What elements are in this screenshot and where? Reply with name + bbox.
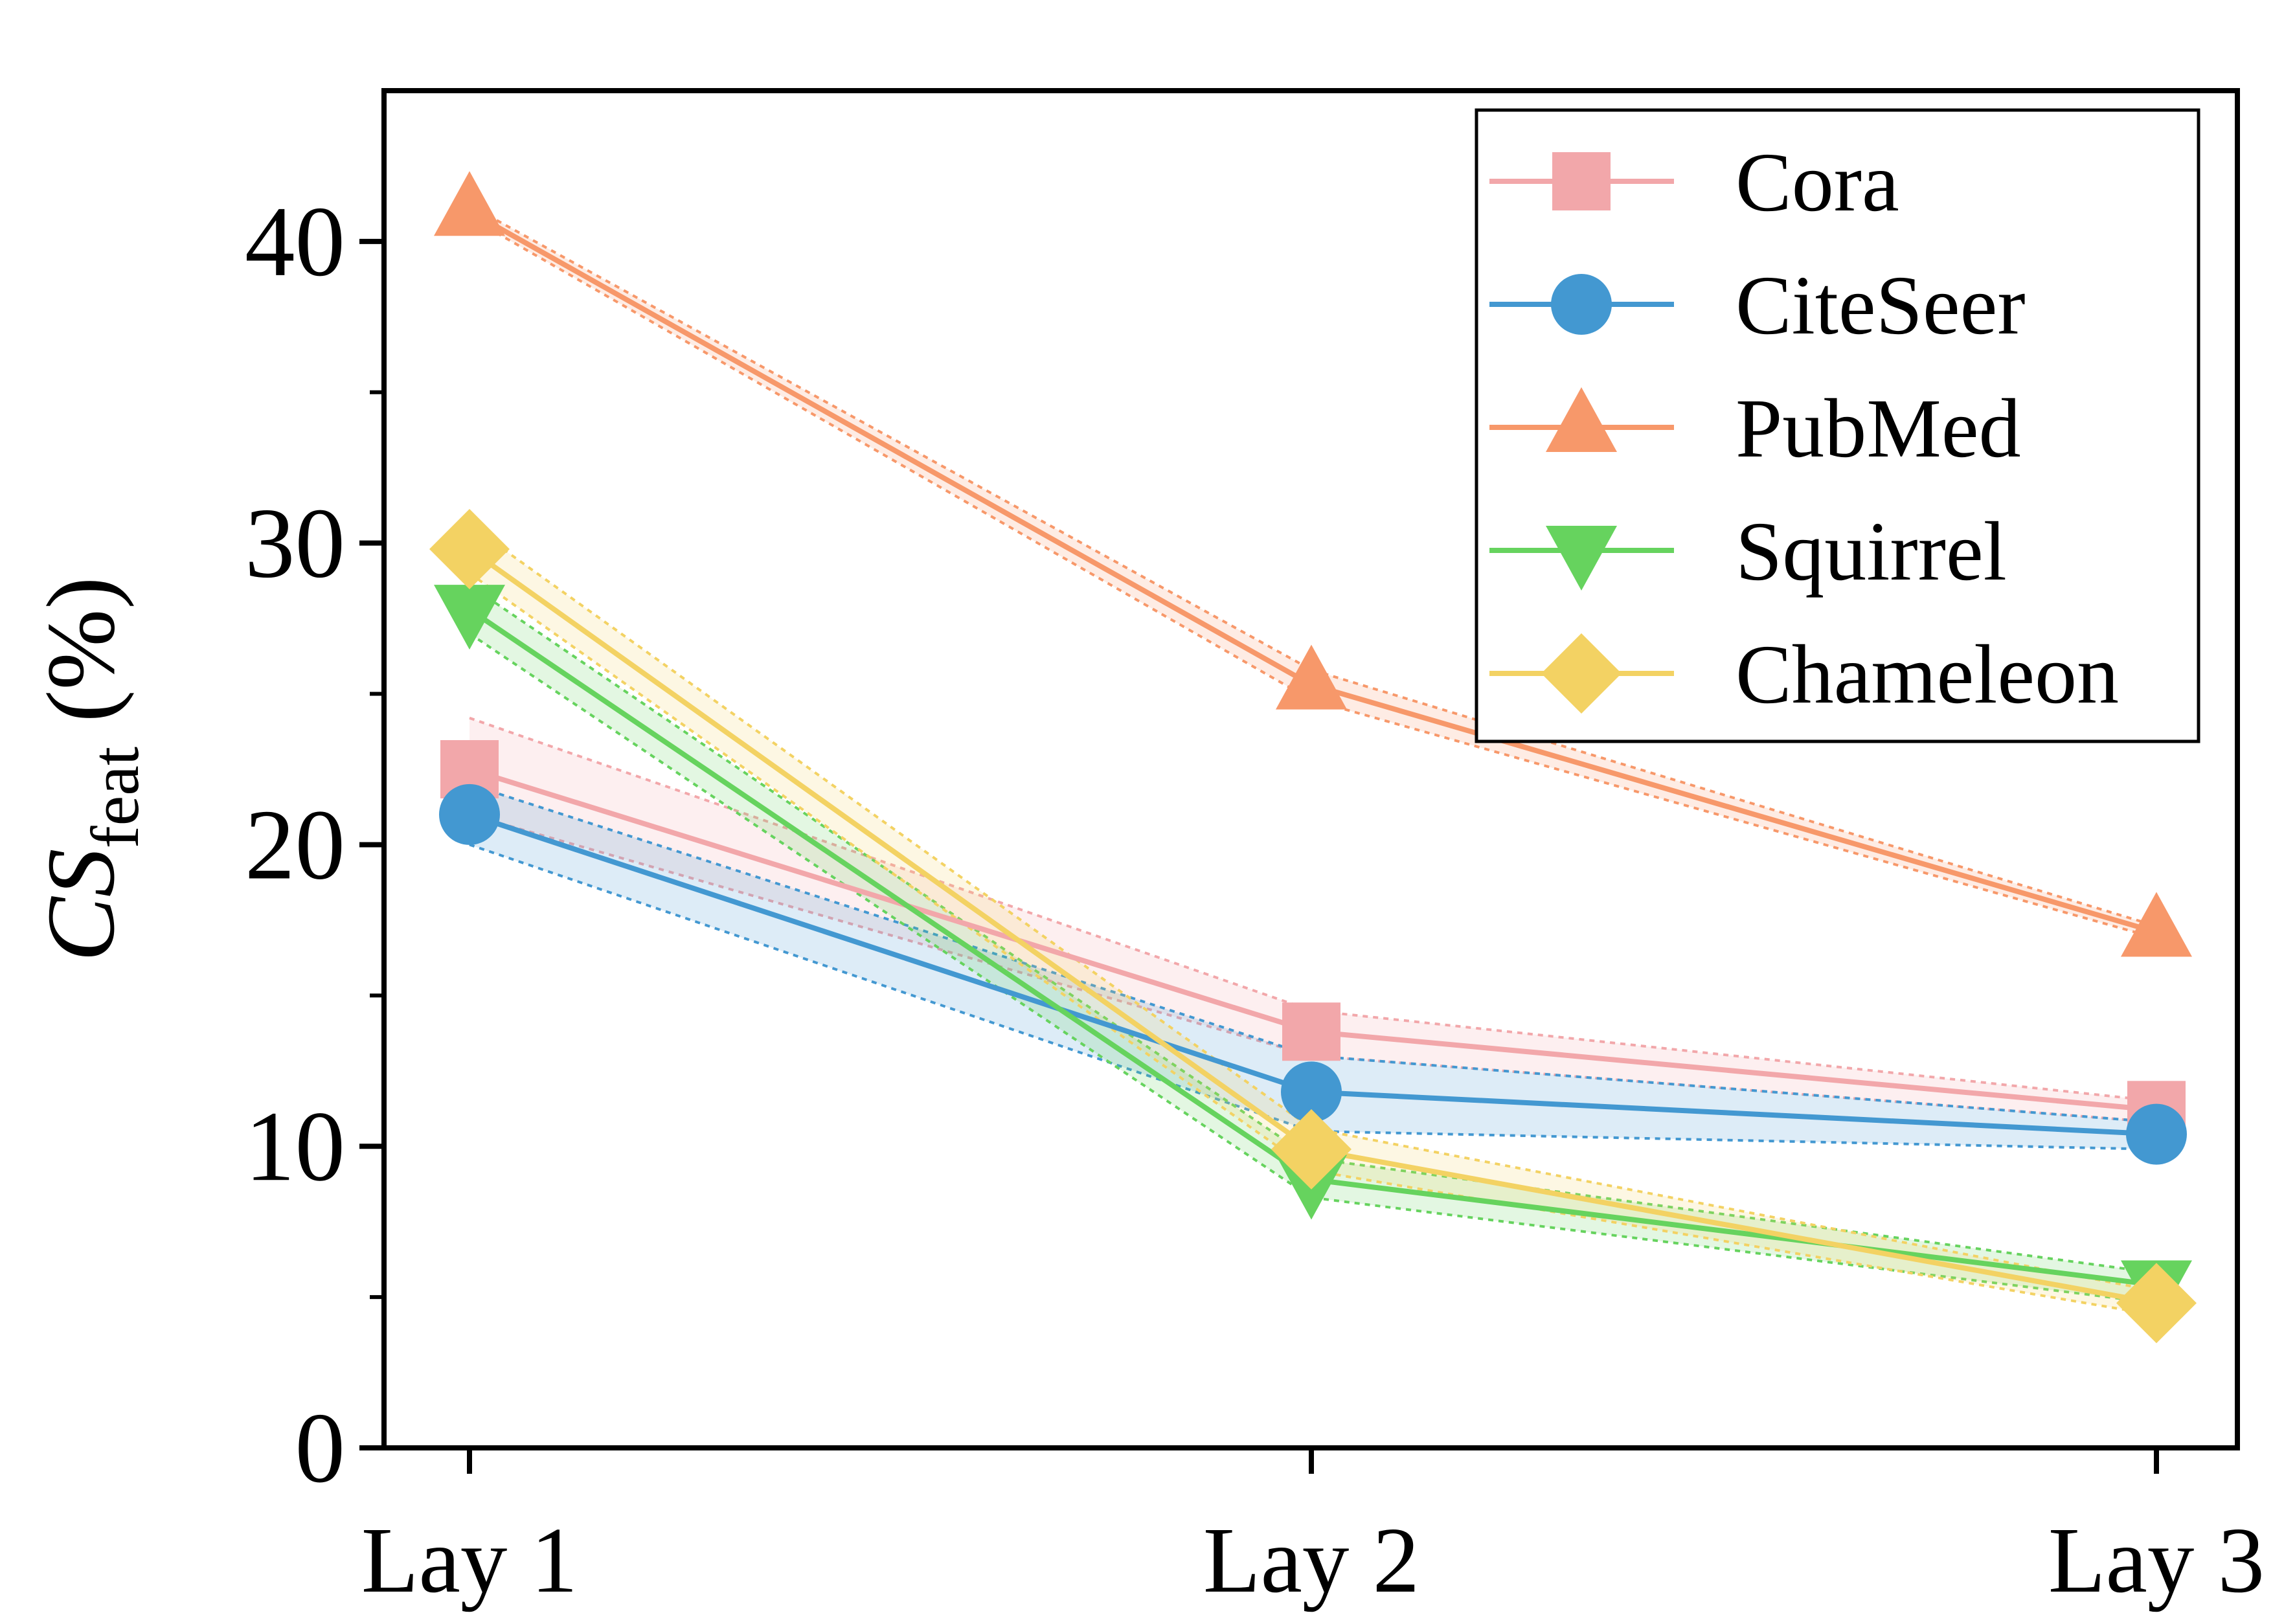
point-chameleon-1: [429, 508, 510, 589]
point-pubmed-2: [1276, 644, 1347, 710]
band-lower-citeseer: [469, 843, 2157, 1151]
band-upper-chameleon: [468, 524, 2157, 1292]
y-axis-label-main: CS: [27, 848, 135, 962]
point-citeseer-1: [439, 784, 500, 845]
band-lower-cora: [469, 813, 2157, 1123]
ytick-label-0: 0: [295, 1392, 346, 1504]
point-pubmed-3: [2121, 892, 2192, 957]
xtick-label-lay-3: Lay 3: [2048, 1509, 2265, 1612]
legend-marker-citeseer: [1551, 274, 1612, 335]
legend-label-chameleon: Chameleon: [1736, 628, 2119, 721]
ytick-label-40: 40: [245, 186, 345, 297]
legend-marker-chameleon: [1541, 633, 1622, 714]
legend-label-citeseer: CiteSeer: [1736, 259, 2026, 352]
axes: 0 10 20 30 40 Lay 1 Lay 2 Lay 3 CSfeat (%): [27, 88, 2265, 1612]
ytick-label-20: 20: [245, 789, 345, 900]
point-cora-2: [1282, 1002, 1340, 1061]
legend-label-cora: Cora: [1736, 136, 1899, 229]
point-chameleon-2: [1271, 1109, 1351, 1190]
ytick-label-30: 30: [245, 488, 345, 599]
point-citeseer-3: [2126, 1103, 2187, 1165]
legend-marker-squirrel: [1546, 526, 1617, 591]
y-axis-label-sub: feat: [77, 747, 153, 848]
legend-label-pubmed: PubMed: [1736, 382, 2021, 475]
ytick-label-10: 10: [245, 1090, 345, 1202]
legend-label-squirrel: Squirrel: [1736, 505, 2007, 598]
legend-marker-cora: [1552, 152, 1611, 210]
series-markers: [429, 171, 2197, 1344]
legend-marker-pubmed: [1546, 387, 1617, 452]
xtick-label-lay-2: Lay 2: [1203, 1509, 1419, 1612]
y-axis-label-unit: (%): [27, 577, 135, 747]
point-citeseer-2: [1281, 1061, 1342, 1123]
point-chameleon-3: [2116, 1263, 2197, 1344]
point-pubmed-1: [434, 171, 505, 236]
y-axis-label: CSfeat (%): [27, 577, 153, 962]
legend: Cora CiteSeer PubMed Squirrel Chameleon: [1475, 108, 2200, 743]
xtick-label-lay-1: Lay 1: [361, 1509, 578, 1612]
band-lower-pubmed: [469, 216, 2157, 940]
band-lower-chameleon: [468, 572, 2157, 1317]
point-squirrel-1: [434, 585, 505, 650]
